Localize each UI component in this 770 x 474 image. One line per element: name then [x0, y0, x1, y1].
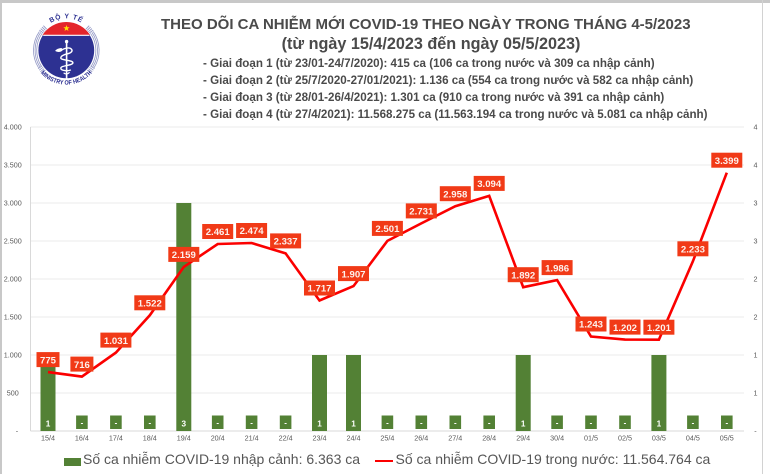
- svg-text:15/4: 15/4: [41, 434, 55, 443]
- svg-text:4.000: 4.000: [4, 123, 22, 132]
- svg-text:1: 1: [754, 351, 758, 360]
- svg-text:-: -: [590, 419, 593, 428]
- svg-text:25/4: 25/4: [380, 434, 394, 443]
- svg-text:2.159: 2.159: [172, 250, 196, 261]
- svg-text:26/4: 26/4: [414, 434, 428, 443]
- svg-text:2.337: 2.337: [274, 237, 298, 248]
- svg-text:1: 1: [521, 420, 526, 429]
- svg-text:1: 1: [351, 420, 356, 429]
- svg-text:02/5: 02/5: [618, 434, 632, 443]
- svg-text:-: -: [216, 419, 219, 428]
- svg-text:3: 3: [182, 420, 187, 429]
- svg-text:2.501: 2.501: [375, 224, 400, 235]
- svg-text:28/4: 28/4: [482, 434, 496, 443]
- svg-text:1.201: 1.201: [647, 323, 672, 334]
- svg-text:500: 500: [7, 389, 19, 398]
- svg-text:716: 716: [74, 360, 90, 371]
- svg-text:4: 4: [754, 123, 758, 132]
- svg-text:3: 3: [754, 237, 758, 246]
- svg-text:-: -: [754, 427, 757, 436]
- svg-text:-: -: [488, 419, 491, 428]
- svg-text:1.522: 1.522: [138, 299, 162, 310]
- svg-text:3.094: 3.094: [477, 179, 502, 190]
- svg-text:30/4: 30/4: [550, 434, 564, 443]
- svg-text:1.500: 1.500: [4, 313, 22, 322]
- svg-text:-: -: [148, 419, 151, 428]
- svg-text:03/5: 03/5: [652, 434, 666, 443]
- svg-text:-: -: [454, 419, 457, 428]
- svg-text:BỘ Y TẾ: BỘ Y TẾ: [48, 12, 85, 25]
- svg-text:-: -: [284, 419, 287, 428]
- svg-text:1.717: 1.717: [307, 284, 331, 295]
- svg-text:17/4: 17/4: [109, 434, 123, 443]
- svg-text:20/4: 20/4: [211, 434, 225, 443]
- svg-text:1.031: 1.031: [104, 336, 129, 347]
- svg-text:2.474: 2.474: [240, 226, 265, 237]
- svg-text:1: 1: [754, 389, 758, 398]
- svg-text:2.500: 2.500: [4, 237, 22, 246]
- svg-text:04/5: 04/5: [686, 434, 700, 443]
- svg-text:-: -: [386, 419, 389, 428]
- svg-text:1: 1: [317, 420, 322, 429]
- svg-text:1.986: 1.986: [545, 263, 569, 274]
- svg-text:18/4: 18/4: [143, 434, 157, 443]
- svg-text:2.731: 2.731: [409, 207, 434, 218]
- svg-text:2.000: 2.000: [4, 275, 22, 284]
- svg-text:1.000: 1.000: [4, 351, 22, 360]
- svg-text:2.233: 2.233: [681, 245, 705, 256]
- svg-text:3.000: 3.000: [4, 199, 22, 208]
- svg-text:2: 2: [754, 313, 758, 322]
- svg-text:19/4: 19/4: [177, 434, 191, 443]
- svg-text:2.461: 2.461: [206, 227, 231, 238]
- svg-text:1: 1: [46, 420, 51, 429]
- svg-text:-: -: [115, 419, 118, 428]
- svg-text:24/4: 24/4: [347, 434, 361, 443]
- svg-text:-: -: [81, 419, 84, 428]
- svg-text:1.202: 1.202: [613, 323, 637, 334]
- svg-text:1.243: 1.243: [579, 320, 603, 331]
- svg-text:3: 3: [754, 199, 758, 208]
- svg-text:2: 2: [754, 275, 758, 284]
- svg-text:-: -: [725, 419, 728, 428]
- svg-text:775: 775: [40, 355, 57, 366]
- svg-text:1.907: 1.907: [341, 269, 365, 280]
- svg-text:3.500: 3.500: [4, 161, 22, 170]
- svg-text:3.399: 3.399: [715, 156, 739, 167]
- svg-text:22/4: 22/4: [279, 434, 293, 443]
- svg-text:-: -: [250, 419, 253, 428]
- svg-text:29/4: 29/4: [516, 434, 530, 443]
- svg-text:-: -: [16, 427, 19, 436]
- svg-text:23/4: 23/4: [313, 434, 327, 443]
- svg-text:21/4: 21/4: [245, 434, 259, 443]
- svg-text:27/4: 27/4: [448, 434, 462, 443]
- svg-text:-: -: [624, 419, 627, 428]
- svg-text:05/5: 05/5: [720, 434, 734, 443]
- svg-text:4: 4: [754, 161, 758, 170]
- svg-text:2.958: 2.958: [443, 189, 468, 200]
- svg-text:1: 1: [657, 420, 662, 429]
- svg-text:-: -: [420, 419, 423, 428]
- svg-text:-: -: [556, 419, 559, 428]
- svg-text:1.892: 1.892: [511, 270, 535, 281]
- svg-text:16/4: 16/4: [75, 434, 89, 443]
- svg-text:01/5: 01/5: [584, 434, 598, 443]
- svg-text:-: -: [692, 419, 695, 428]
